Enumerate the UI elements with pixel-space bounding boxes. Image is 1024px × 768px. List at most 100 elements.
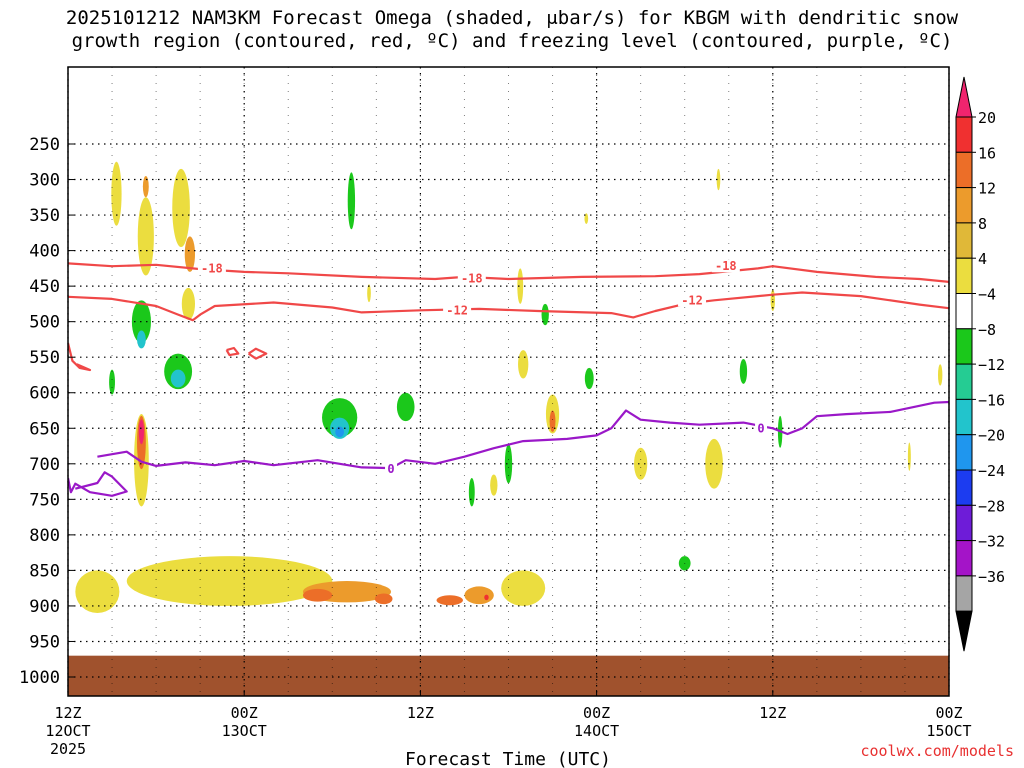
- omega-region: [468, 478, 475, 507]
- omega-region: [484, 594, 489, 601]
- colorbar-legend: 20 16 12 8 4 −4 −8 −12 −16 −20 −24 −28 −32 −36: [955, 76, 1005, 652]
- contour-label: 0: [757, 421, 764, 435]
- time-tick-date: 12OCT: [45, 722, 90, 740]
- omega-region: [137, 197, 154, 276]
- colorbar-tick-label: 12: [978, 180, 996, 198]
- time-tick-date: 15OCT: [926, 722, 971, 740]
- omega-region: [517, 268, 524, 304]
- omega-region: [374, 593, 393, 605]
- pressure-tick-label: 400: [29, 242, 60, 262]
- chart-title-line2: growth region (contoured, red, ºC) and f…: [71, 30, 953, 52]
- colorbar-tick-label: 8: [978, 215, 987, 233]
- colorbar-segment: [955, 398, 973, 436]
- omega-region: [396, 392, 415, 422]
- omega-region: [937, 364, 943, 386]
- colorbar-tick-label: −8: [978, 321, 996, 339]
- colorbar-bottom-arrow: [955, 610, 973, 652]
- pressure-tick-label: 850: [29, 561, 60, 581]
- chart-title-line1: 2025101212 NAM3KM Forecast Omega (shaded…: [65, 7, 959, 29]
- colorbar-tick-label: 4: [978, 250, 987, 268]
- omega-region: [170, 369, 186, 388]
- time-tick-label: 12Z: [407, 704, 434, 722]
- omega-region: [335, 426, 345, 438]
- contour-label-bg: [711, 259, 740, 273]
- colorbar-tick-label: −24: [978, 462, 1005, 480]
- pressure-tick-label: 500: [29, 313, 60, 333]
- colorbar-top-arrow: [955, 76, 973, 118]
- colorbar-tick-label: 16: [978, 144, 996, 162]
- pressure-tick-label: 600: [29, 384, 60, 404]
- omega-region: [137, 330, 146, 349]
- plot-frame: [67, 66, 950, 697]
- time-tick-label: 00Z: [583, 704, 610, 722]
- colorbar-segment: [955, 469, 973, 506]
- x-axis-title: Forecast Time (UTC): [405, 749, 611, 768]
- omega-region: [75, 570, 120, 614]
- colorbar-tick-label: −4: [978, 286, 996, 304]
- colorbar-tick-label: −28: [978, 497, 1005, 515]
- contour-line: [68, 471, 128, 497]
- omega-region: [347, 172, 356, 230]
- time-tick-label: 12Z: [54, 704, 81, 722]
- time-tick-date: 13OCT: [222, 722, 267, 740]
- pressure-axis: 250 300 350 400 450 500 550 600 650 700 750 800 850 9…: [19, 135, 74, 688]
- omega-region: [504, 444, 513, 484]
- pressure-tick-label: 750: [29, 490, 60, 510]
- colorbar-tick-label: −36: [978, 568, 1005, 586]
- colorbar-segment: [955, 151, 973, 189]
- omega-region: [184, 236, 196, 272]
- contour-label-bg: [678, 293, 707, 307]
- pressure-tick-label: 650: [29, 419, 60, 439]
- time-tick-label: 00Z: [231, 704, 258, 722]
- omega-region: [541, 303, 549, 326]
- omega-region: [138, 419, 144, 445]
- omega-region: [501, 570, 546, 606]
- omega-region: [705, 438, 723, 489]
- contour-line: [68, 291, 949, 322]
- omega-region: [549, 410, 556, 432]
- omega-region: [111, 161, 122, 226]
- omega-shaded-regions: [75, 161, 943, 614]
- pressure-tick-label: 1000: [19, 668, 60, 688]
- omega-region: [302, 588, 333, 602]
- omega-region: [716, 168, 721, 191]
- contour-label-bg: [385, 461, 398, 475]
- contour-line: [68, 342, 92, 372]
- omega-region: [518, 350, 529, 379]
- pressure-tick-label: 550: [29, 348, 60, 368]
- pressure-tick-label: 900: [29, 597, 60, 617]
- contour-line: [225, 346, 240, 357]
- colorbar-segment: [955, 328, 973, 365]
- time-tick-label: 12Z: [759, 704, 786, 722]
- contour-label: -12: [681, 293, 703, 307]
- contour-label-bg: [197, 261, 226, 275]
- contour-label-bg: [457, 271, 486, 285]
- omega-region: [142, 175, 149, 198]
- pressure-tick-label: 300: [29, 171, 60, 191]
- time-tick-date: 14OCT: [574, 722, 619, 740]
- omega-region: [367, 284, 371, 303]
- pressure-tick-label: 700: [29, 455, 60, 475]
- omega-region: [634, 447, 648, 480]
- time-tick-label: 00Z: [935, 704, 962, 722]
- pressure-tick-label: 950: [29, 632, 60, 652]
- omega-region: [464, 586, 494, 605]
- site-credit: coolwx.com/models: [860, 742, 1014, 760]
- contour-label: 0: [387, 462, 394, 476]
- plot-border: [67, 66, 950, 697]
- omega-region: [109, 369, 115, 395]
- omega-region: [584, 367, 594, 390]
- colorbar-tick-label: −32: [978, 533, 1005, 551]
- omega-region: [172, 168, 190, 248]
- colorbar-segment: [955, 222, 973, 259]
- contour-line: [247, 347, 268, 360]
- colorbar-tick-label: 20: [978, 109, 996, 127]
- contour-label: -12: [446, 303, 468, 317]
- contour-label: -18: [715, 259, 737, 273]
- contour-label-bg: [443, 303, 472, 317]
- pressure-tick-label: 450: [29, 277, 60, 297]
- temperature-contours: -18 -18 -18 -12 -12 0 0: [68, 259, 949, 497]
- omega-region: [436, 595, 463, 606]
- colorbar-segment: [955, 257, 973, 295]
